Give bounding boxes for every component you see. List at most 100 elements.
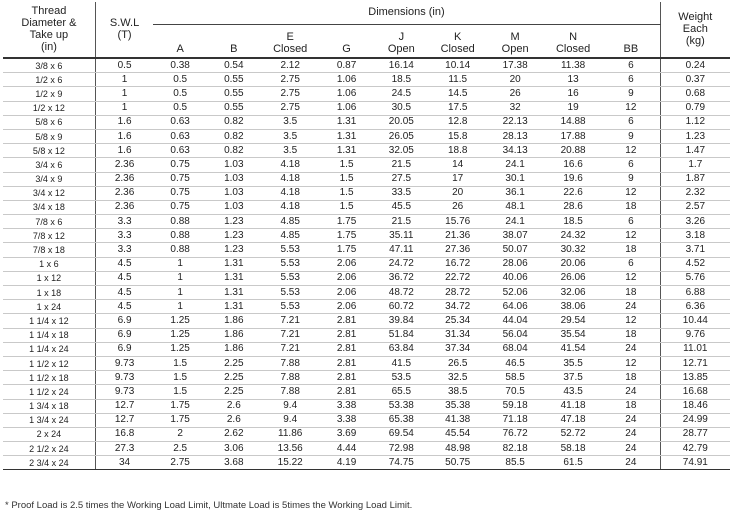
weight-cell: 3.18 [659,228,730,244]
dimension-cell: 9.4 [260,413,320,428]
dimension-cell: 1.75 [153,399,207,414]
dimension-cell: 0.38 [153,58,207,74]
dimension-cell: 74.75 [373,455,430,471]
dimension-cell: 2.75 [153,455,207,471]
dimension-cell: 24.1 [486,214,545,230]
dimension-cell: 12 [602,356,661,372]
dimension-cell: 1 [153,271,207,287]
thread-header-line: Thread [31,4,67,17]
table-row: 2 3/4 x 24 34 2.75 3.68 15.22 4.19 74.75 50.75 8… [3,455,730,471]
dimension-header-line: A [176,43,184,55]
dimension-cell: 68.04 [486,342,545,357]
dimension-header-line: K [454,31,462,43]
dimension-cell: 59.18 [486,399,545,414]
dimension-cell: 9 [602,86,661,102]
dimension-cell: 2.62 [206,427,261,443]
dimension-cell: 18 [602,399,661,414]
dimension-cell: 22.72 [429,271,487,287]
dimension-cell: 15.8 [429,129,487,145]
dimension-cell: 0.82 [206,143,261,159]
dimension-cell: 0.82 [206,129,261,145]
dimension-cell: 0.55 [206,86,261,102]
weight-cell: 0.24 [659,58,730,74]
dimension-header-line: BB [623,43,639,55]
dimension-cell: 58.18 [544,441,603,457]
dimension-cell: 26.5 [429,356,487,372]
spec-table: Thread Diameter & Take up (in) S.W.L (T)… [3,2,730,471]
thread-size-cell: 1 1/2 x 24 [3,384,96,400]
dimension-cell: 58.5 [486,370,545,386]
thread-size-cell: 1/2 x 6 [3,72,96,88]
table-row: 1 1/4 x 18 6.9 1.25 1.86 7.21 2.81 51.84 31.34 5… [3,328,730,343]
dimension-header-line: J [398,31,405,43]
weight-cell: 9.76 [659,328,730,343]
weight-cell: 4.52 [659,257,730,272]
turnbuckle-spec-table-wrapper: Thread Diameter & Take up (in) S.W.L (T)… [3,2,730,471]
thread-header-line: (in) [40,40,57,53]
dimension-cell: 12 [602,101,661,116]
swl-cell: 1 [95,101,154,116]
dimension-cell: 48.1 [486,200,545,216]
dimension-cell: 6 [602,115,661,130]
thread-size-cell: 1/2 x 12 [3,101,96,116]
dimension-cell: 1.75 [319,228,374,244]
dimension-cell: 15.22 [260,455,320,471]
thread-size-cell: 7/8 x 6 [3,214,96,230]
thread-size-cell: 1 1/4 x 24 [3,342,96,357]
dimension-cell: 2.06 [319,285,374,301]
dimension-subheader-row: A B E Closed G J Open K Closed M Open N Closed BB [3,24,730,59]
dimension-cell: 85.5 [486,455,545,471]
dimension-cell: 20.06 [544,257,603,272]
dimension-cell: 41.38 [429,413,487,428]
dimension-cell: 17 [429,172,487,187]
dimension-cell: 1.86 [206,313,261,329]
thread-size-cell: 3/8 x 6 [3,58,96,74]
swl-header-line: S.W.L [109,16,140,29]
dimension-cell: 35.5 [544,356,603,372]
weight-cell: 3.71 [659,242,730,258]
dimension-cell: 18.5 [544,214,603,230]
dimension-cell: 1.25 [153,328,207,343]
dimension-cell: 60.72 [373,299,430,315]
dimension-cell: 16.72 [429,257,487,272]
dimension-cell: 1.03 [206,172,261,187]
dimension-cell: 63.84 [373,342,430,357]
dimension-cell: 48.72 [373,285,430,301]
dimension-cell: 18 [602,200,661,216]
thread-diameter-header: Thread Diameter & Take up (in) [3,2,96,59]
dimension-cell: 6 [602,214,661,230]
weight-cell: 1.12 [659,115,730,130]
swl-cell: 3.3 [95,242,154,258]
dimension-cell: 16 [544,86,603,102]
dimension-cell: 0.88 [153,242,207,258]
dimension-column-header: A [153,24,207,59]
swl-cell: 27.3 [95,441,154,457]
dimension-cell: 69.54 [373,427,430,443]
dimension-header-line: Closed [555,43,591,55]
dimension-cell: 44.04 [486,313,545,329]
dimension-cell: 56.04 [486,328,545,343]
weight-cell: 6.88 [659,285,730,301]
dimension-header-line: Closed [273,43,308,55]
dimension-cell: 64.06 [486,299,545,315]
swl-cell: 2.36 [95,172,154,187]
dimension-cell: 32 [486,101,545,116]
table-row: 1/2 x 6 1 0.5 0.55 2.75 1.06 18.5 11.5 20 13 6 0.37 [3,72,730,88]
dimension-cell: 39.84 [373,313,430,329]
thread-size-cell: 1 x 12 [3,271,96,287]
dimension-cell: 82.18 [486,441,545,457]
dimension-cell: 24 [602,427,661,443]
dimension-cell: 1.31 [319,129,374,145]
dimension-cell: 53.5 [373,370,430,386]
dimension-cell: 41.5 [373,356,430,372]
dimension-cell: 9 [602,172,661,187]
weight-header-line: Weight [678,10,713,23]
dimension-cell: 12.8 [429,115,487,130]
dimension-cell: 40.06 [486,271,545,287]
dimension-cell: 7.21 [260,328,320,343]
dimension-cell: 2.81 [319,384,374,400]
table-row: 1 1/2 x 18 9.73 1.5 2.25 7.88 2.81 53.5 32.5 58.… [3,370,730,386]
dimension-cell: 38.06 [544,299,603,315]
table-row: 1/2 x 12 1 0.5 0.55 2.75 1.06 30.5 17.5 32 19 12 0.… [3,101,730,116]
dimension-cell: 36.1 [486,186,545,201]
